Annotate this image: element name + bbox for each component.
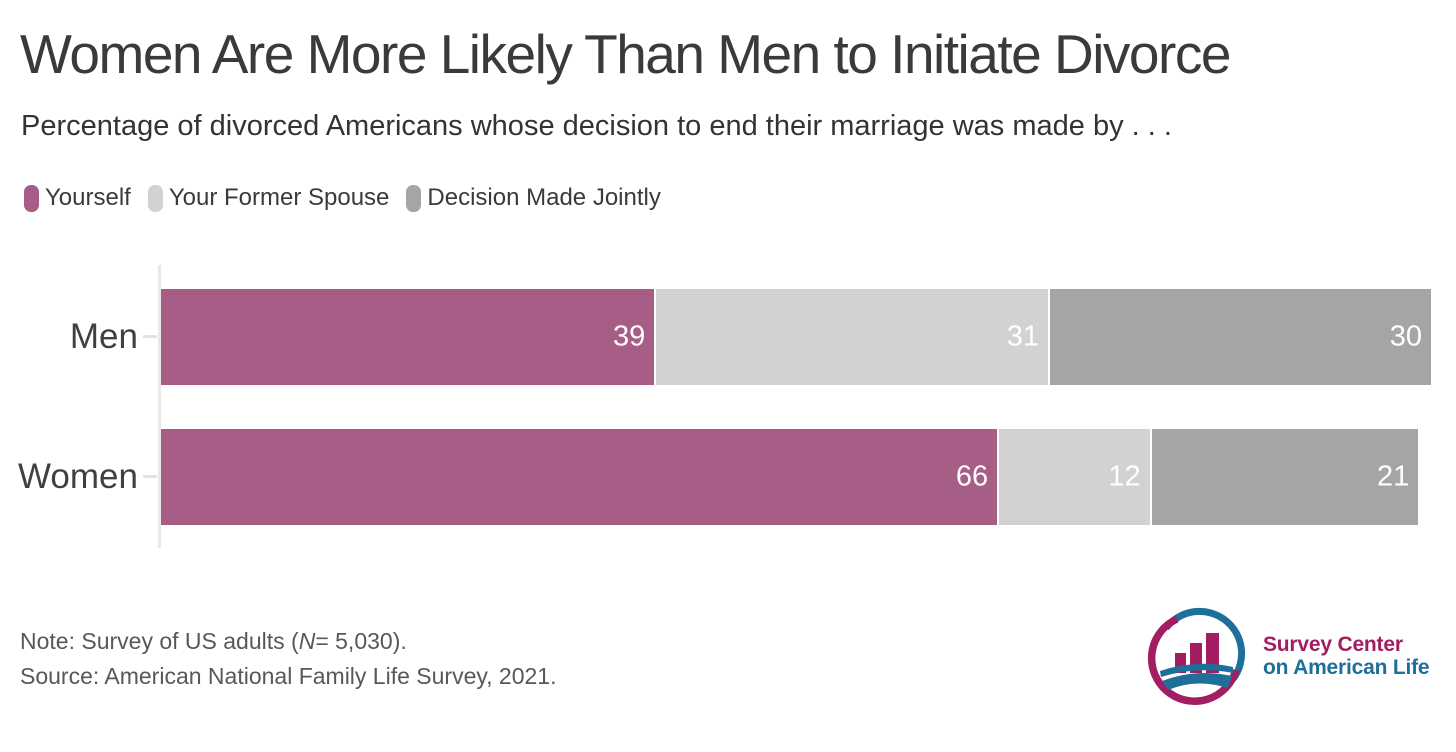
bar-value-label: 30 (1389, 320, 1422, 353)
legend-label: Yourself (45, 184, 131, 211)
category-label: Men (69, 317, 138, 356)
bar-segment-your-former-spouse: 12 (999, 429, 1152, 525)
logo-text-line1: Survey Center (1263, 633, 1403, 656)
bar-value-label: 21 (1377, 460, 1410, 493)
bar-value-label: 66 (955, 460, 989, 493)
bar-value-label: 12 (1108, 460, 1141, 493)
page-title: Women Are More Likely Than Men to Initia… (20, 23, 1231, 85)
bar-segment-yourself: 66 (161, 429, 1000, 525)
logo-bar-chart-icon (1206, 633, 1219, 673)
logo-text-line2: on American Life (1263, 656, 1430, 679)
legend-label: Decision Made Jointly (427, 184, 661, 211)
axis-tick-icon (143, 335, 157, 338)
page-subtitle: Percentage of divorced Americans whose d… (21, 110, 1172, 142)
legend: Yourself Your Former Spouse Decision Mad… (24, 184, 661, 212)
bar-segment-your-former-spouse: 31 (656, 289, 1050, 385)
logo-ring-maroon-arc (1147, 615, 1240, 705)
bar-segment-decision-made-jointly: 21 (1151, 429, 1419, 525)
legend-label: Your Former Spouse (168, 184, 390, 211)
stacked-bar-chart: Men 39 31 30 Women 66 12 21 (0, 265, 1456, 548)
bar-row: Women 66 12 21 (0, 429, 1456, 525)
logo-mark-icon (1147, 607, 1246, 705)
bar-segment-decision-made-jointly: 30 (1049, 289, 1431, 385)
bar-value-label: 31 (1006, 320, 1039, 353)
note-n-symbol: N (298, 628, 316, 654)
legend-item: Your Former Spouse (147, 184, 390, 212)
logo: Survey Center on American Life (1146, 604, 1446, 716)
logo-wave-icon (1160, 663, 1233, 677)
logo-ring-blue-arc (1163, 607, 1246, 682)
bar-stack: 39 31 30 (161, 289, 1431, 385)
bar-value-label: 39 (613, 320, 646, 353)
bar-row: Men 39 31 30 (0, 289, 1456, 385)
note-text: Note: Survey of US adults (N= 5,030). (20, 628, 407, 654)
y-axis-line (158, 265, 161, 548)
source-text: Source: American National Family Life Su… (20, 663, 557, 689)
bar-stack: 66 12 21 (161, 429, 1419, 525)
logo-bar-chart-icon (1175, 653, 1186, 673)
legend-swatch-jointly (406, 184, 422, 212)
legend-swatch-former-spouse (147, 184, 163, 212)
logo-wave-icon (1162, 672, 1232, 690)
axis-tick-icon (143, 475, 157, 478)
footnotes: Note: Survey of US adults (N= 5,030). So… (20, 624, 557, 694)
legend-item: Decision Made Jointly (406, 184, 661, 212)
legend-swatch-yourself (24, 184, 39, 212)
logo-text: Survey Center on American Life (1263, 633, 1430, 679)
legend-item: Yourself (24, 184, 131, 212)
category-label: Women (18, 457, 138, 496)
bar-segment-yourself: 39 (161, 289, 657, 385)
